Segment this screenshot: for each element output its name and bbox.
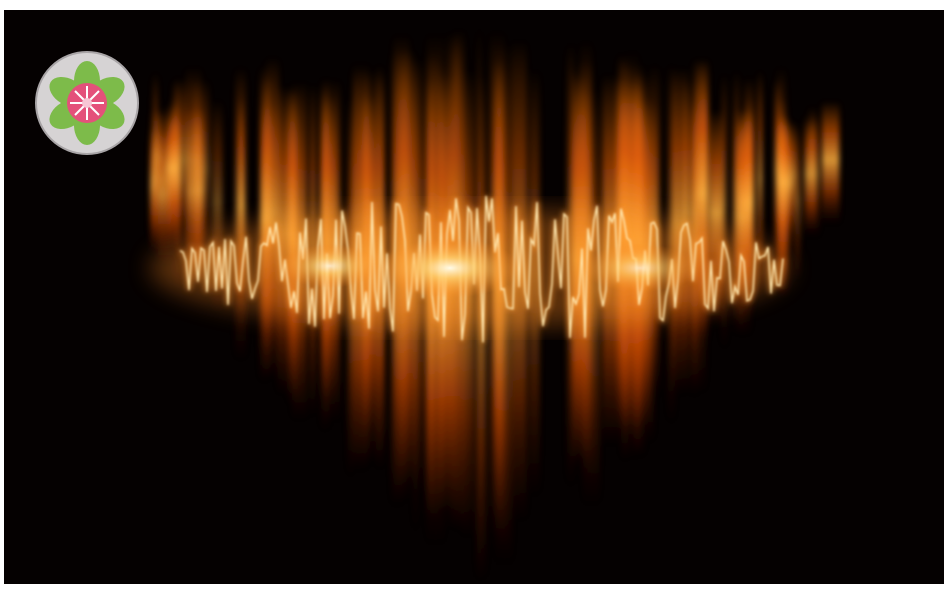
flame-streak: [789, 121, 798, 233]
flame-streak: [721, 74, 728, 348]
flame-streak: [152, 73, 159, 246]
logo-center: [82, 98, 92, 108]
flame-streak: [733, 108, 744, 335]
flame-streak: [683, 80, 698, 355]
core-glow: [280, 244, 380, 288]
flame-streak: [165, 105, 179, 237]
flame-streak: [212, 100, 223, 313]
flame-streak: [235, 67, 247, 360]
flame-streak: [744, 100, 754, 318]
flame-streak: [697, 59, 709, 338]
flame-streak: [776, 67, 786, 298]
flame-streak: [822, 101, 840, 224]
flame-streak: [185, 67, 202, 258]
core-glow: [580, 244, 700, 292]
core-glow: [380, 238, 520, 298]
mandala-logo: [35, 51, 139, 155]
flame-streak: [804, 114, 820, 238]
flame-streak: [795, 127, 801, 281]
flame-streak: [738, 109, 751, 336]
flame-streak: [758, 71, 763, 297]
